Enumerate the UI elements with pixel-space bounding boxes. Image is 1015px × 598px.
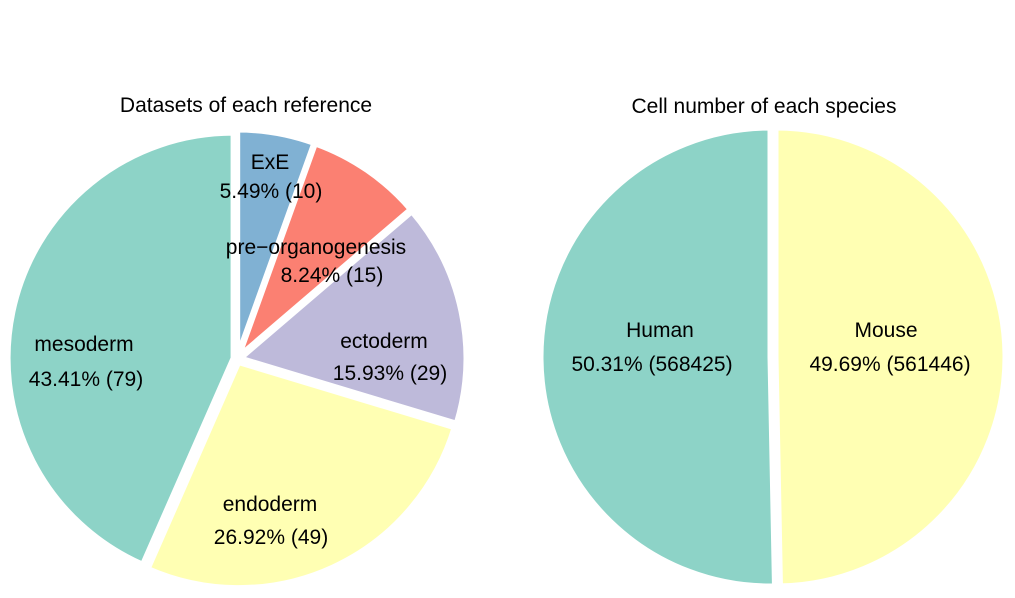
pie-slice-endoderm [145, 360, 457, 591]
slice-label-human: Human [626, 319, 694, 342]
slice-value-human: 50.31% (568425) [571, 353, 732, 376]
pie-slice-mesoderm [5, 130, 236, 567]
pie-wedges [538, 125, 1008, 589]
slice-value-mouse: 49.69% (561446) [809, 353, 970, 376]
slice-value-pre-organogenesis: 8.24% (15) [281, 264, 384, 287]
slice-label-pre-organogenesis: pre−organogenesis [226, 236, 406, 259]
pie-chart-species: Cell number of each species Mouse 49.69%… [538, 95, 1008, 589]
pie-wedges [5, 127, 469, 591]
slice-value-mesoderm: 43.41% (79) [29, 368, 143, 391]
slice-label-mouse: Mouse [854, 319, 917, 342]
slice-label-mesoderm: mesoderm [34, 333, 133, 356]
chart-title: Datasets of each reference [120, 94, 372, 117]
slice-labels: Mouse 49.69% (561446) Human 50.31% (5684… [571, 319, 970, 376]
pie-slice-ectoderm [238, 209, 469, 426]
slice-label-endoderm: endoderm [223, 493, 318, 516]
slice-labels: ExE 5.49% (10) pre−organogenesis 8.24% (… [29, 151, 447, 549]
chart-title: Cell number of each species [632, 95, 897, 118]
pie-chart-datasets: Datasets of each reference ExE 5.49% (10… [5, 94, 469, 591]
slice-value-exe: 5.49% (10) [220, 180, 323, 203]
pie-slice-mouse [773, 125, 1008, 589]
slice-label-exe: ExE [251, 151, 290, 174]
pie-slice-human [538, 125, 777, 589]
slice-value-endoderm: 26.92% (49) [214, 526, 328, 549]
slice-value-ectoderm: 15.93% (29) [333, 362, 447, 385]
pie-slice-pre-organogenesis [236, 141, 413, 359]
slice-label-ectoderm: ectoderm [340, 330, 428, 353]
